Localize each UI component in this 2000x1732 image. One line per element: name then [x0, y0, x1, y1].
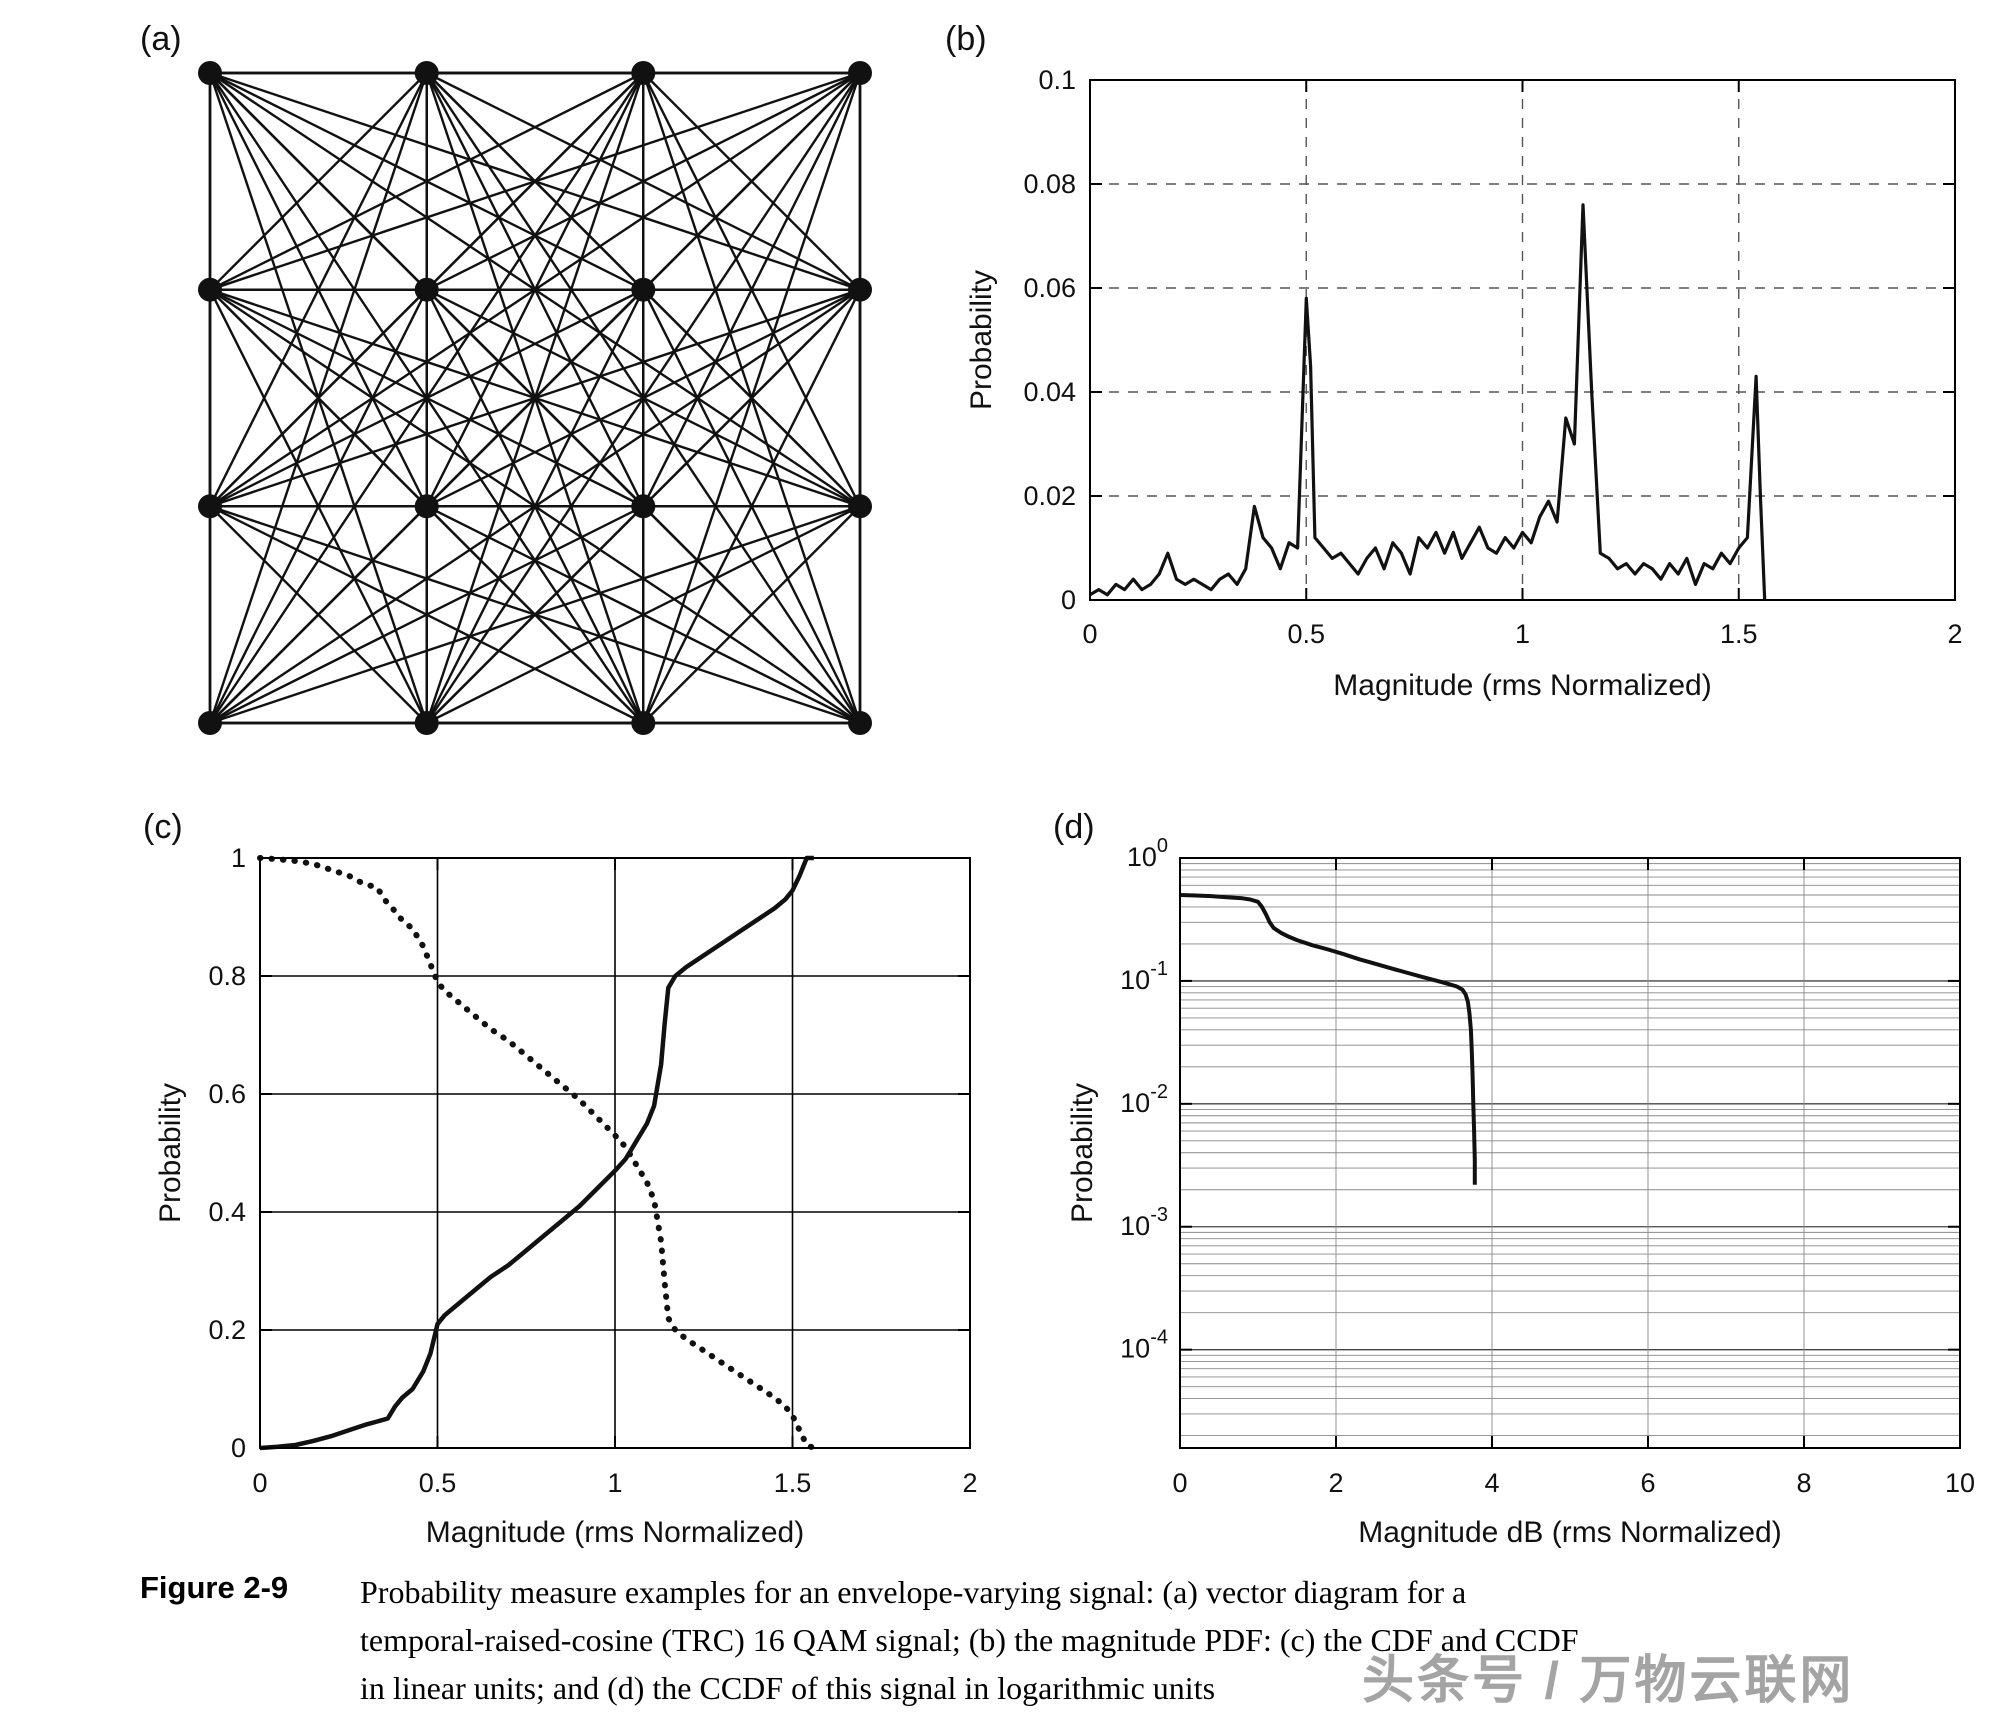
x-axis-label: Magnitude (rms Normalized)	[426, 1516, 804, 1549]
panel-label-d: (d)	[1053, 808, 1095, 846]
svg-text:10: 10	[1945, 1468, 1975, 1498]
tick-labels: 0 0.5 1 1.5 2 0 0.2 0.4 0.6 0.8 1	[208, 843, 977, 1498]
axes-box	[1179, 857, 1961, 1449]
svg-text:0.1: 0.1	[1038, 65, 1076, 95]
data-series	[257, 855, 817, 1451]
series-cdf	[259, 855, 814, 1451]
vector-diagram-chart	[198, 61, 872, 735]
svg-text:0.4: 0.4	[208, 1197, 246, 1227]
data-series	[1089, 203, 1767, 601]
svg-text:6: 6	[1640, 1468, 1655, 1498]
svg-text:0: 0	[1172, 1468, 1187, 1498]
svg-text:2: 2	[962, 1468, 977, 1498]
svg-text:1.5: 1.5	[774, 1468, 812, 1498]
series-ccdf	[257, 855, 817, 1451]
svg-text:0: 0	[1061, 585, 1076, 615]
svg-text:100: 100	[1127, 835, 1168, 872]
caption-line-3: in linear units; and (d) the CCDF of thi…	[360, 1670, 1216, 1706]
svg-text:0.5: 0.5	[1287, 619, 1325, 649]
svg-text:0: 0	[231, 1433, 246, 1463]
grid-lines	[1180, 858, 1960, 1448]
tick-labels: 0 0.5 1 1.5 2 0 0.02 0.04 0.06 0.08 0.1	[1023, 65, 1962, 649]
y-axis-label: Probability	[965, 270, 998, 410]
tick-marks	[1089, 79, 1956, 601]
y-axis-label: Probability	[154, 1083, 187, 1223]
svg-text:0.2: 0.2	[208, 1315, 246, 1345]
svg-text:1: 1	[231, 843, 246, 873]
caption-line-2: temporal-raised-cosine (TRC) 16 QAM sign…	[360, 1622, 1579, 1658]
magnitude-pdf-chart: 0 0.5 1 1.5 2 0 0.02 0.04 0.06 0.08 0.1 Magnitude (…	[965, 65, 1963, 702]
svg-text:0: 0	[1082, 619, 1097, 649]
tick-labels: 0 2 4 6 8 10 100 10-1 10-2 10-3 10-4	[1120, 835, 1975, 1498]
grid-lines	[260, 858, 970, 1448]
svg-text:0.02: 0.02	[1023, 481, 1076, 511]
figure-caption-text: Probability measure examples for an enve…	[360, 1568, 1840, 1712]
svg-text:0: 0	[252, 1468, 267, 1498]
series-ccdf-log-units-	[1179, 893, 1477, 1185]
svg-text:0.6: 0.6	[208, 1079, 246, 1109]
svg-text:0.08: 0.08	[1023, 169, 1076, 199]
figure-label: Figure 2-9	[140, 1570, 289, 1605]
svg-text:10-2: 10-2	[1120, 1081, 1168, 1118]
svg-text:1.5: 1.5	[1720, 619, 1758, 649]
svg-text:4: 4	[1484, 1468, 1499, 1498]
data-series	[1179, 893, 1477, 1185]
svg-text:2: 2	[1947, 619, 1962, 649]
constellation-dots	[198, 61, 872, 735]
transition-lines	[208, 71, 862, 725]
svg-text:0.8: 0.8	[208, 961, 246, 991]
x-axis-label: Magnitude (rms Normalized)	[1333, 669, 1711, 702]
y-axis-label: Probability	[1066, 1083, 1099, 1223]
svg-text:0.04: 0.04	[1023, 377, 1076, 407]
tick-marks	[1179, 857, 1961, 1448]
ccdf-log-chart: 0 2 4 6 8 10 100 10-1 10-2 10-3 10-4 Magnitude dB (…	[1066, 835, 1975, 1549]
cdf-ccdf-linear-chart: 0 0.5 1 1.5 2 0 0.2 0.4 0.6 0.8 1 Magnitude (rms No…	[154, 843, 978, 1549]
svg-text:8: 8	[1796, 1468, 1811, 1498]
caption-line-1: Probability measure examples for an enve…	[360, 1574, 1467, 1610]
svg-text:0.06: 0.06	[1023, 273, 1076, 303]
panel-label-a: (a)	[140, 20, 182, 58]
tick-marks	[259, 857, 971, 1449]
panel-label-b: (b)	[945, 20, 987, 58]
svg-text:1: 1	[1515, 619, 1530, 649]
svg-text:10-3: 10-3	[1120, 1204, 1168, 1241]
x-axis-label: Magnitude dB (rms Normalized)	[1358, 1516, 1781, 1549]
series-magnitude-pdf	[1089, 203, 1767, 601]
svg-text:2: 2	[1328, 1468, 1343, 1498]
svg-text:10-1: 10-1	[1120, 958, 1168, 995]
svg-text:1: 1	[607, 1468, 622, 1498]
grid-lines	[1090, 80, 1955, 600]
watermark: 头条号 / 万物云联网	[1362, 1652, 1855, 1710]
svg-text:0.5: 0.5	[419, 1468, 457, 1498]
panel-label-c: (c)	[143, 808, 183, 846]
svg-text:10-4: 10-4	[1120, 1327, 1168, 1364]
